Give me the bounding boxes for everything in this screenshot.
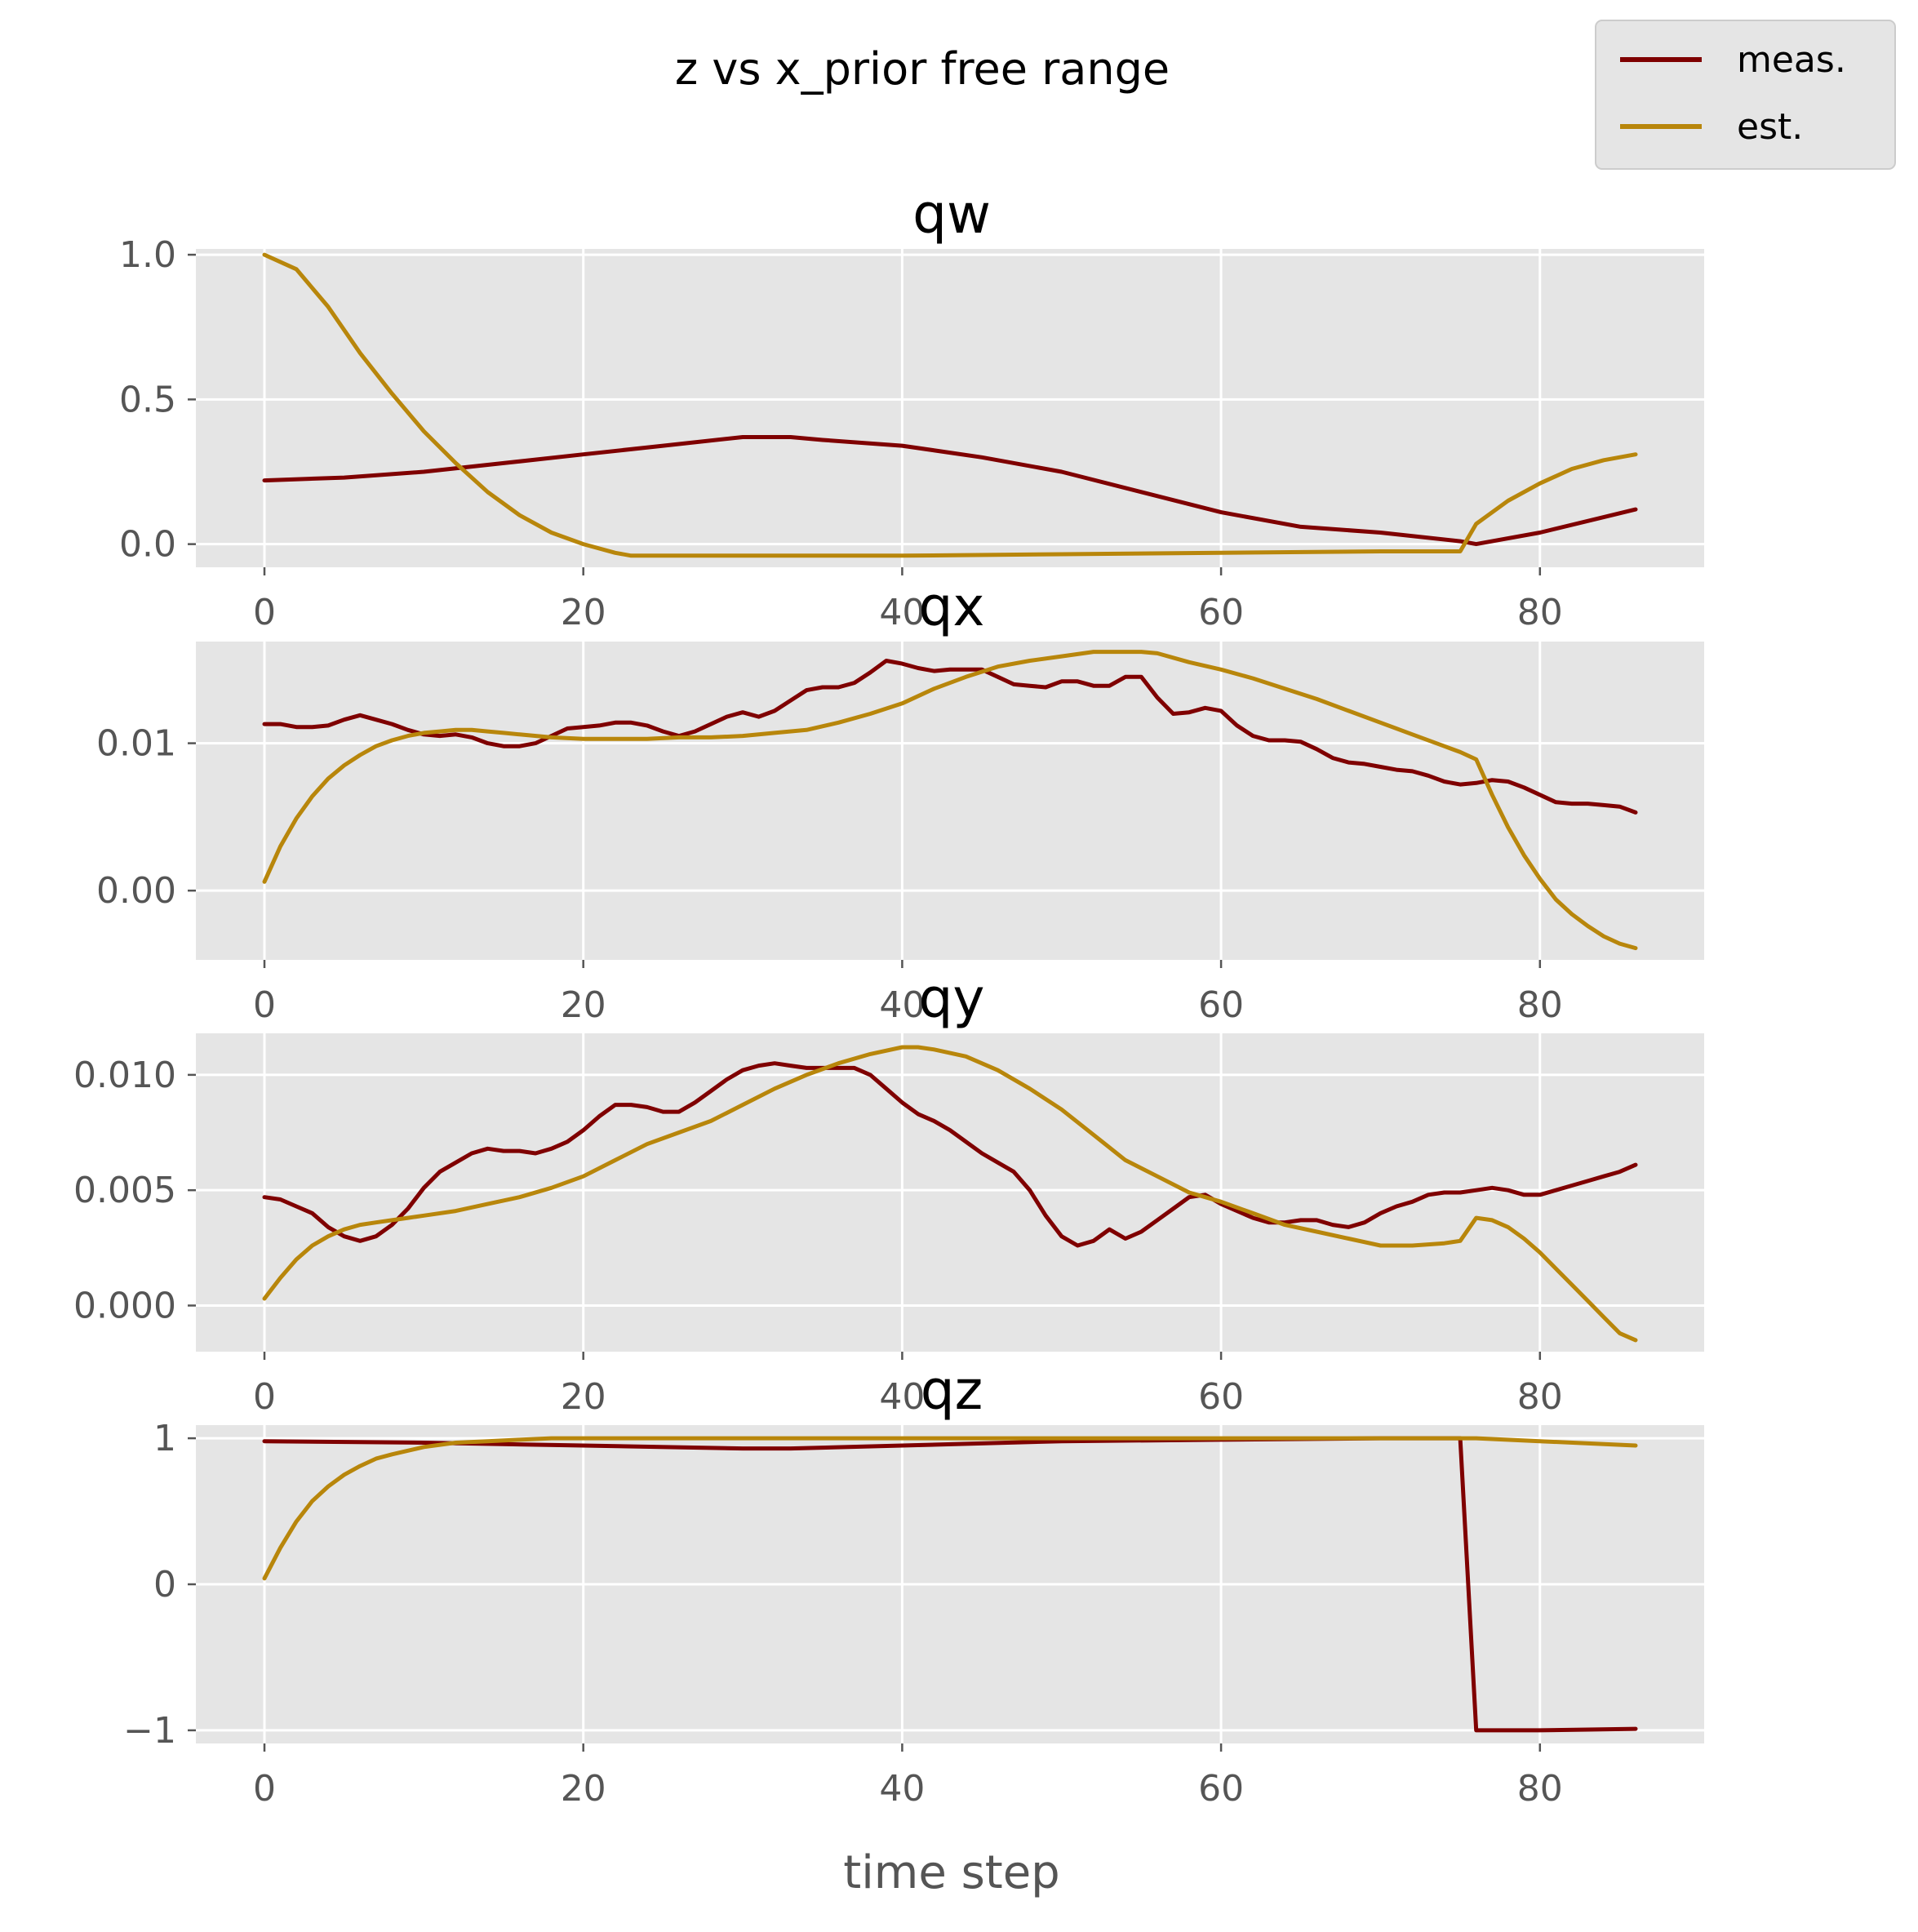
x-tick-label: 60 — [1198, 1768, 1244, 1810]
x-tick-label: 0 — [253, 1376, 276, 1418]
x-tick-label: 60 — [1198, 592, 1244, 633]
series-line-meas — [262, 435, 1638, 547]
x-tick-label: 20 — [561, 984, 606, 1026]
x-tick-label: 20 — [561, 592, 606, 633]
x-tick-label: 40 — [879, 1376, 925, 1418]
legend-label-est: est. — [1737, 106, 1803, 148]
series-line-meas — [262, 1436, 1638, 1733]
series-line-meas — [262, 1061, 1638, 1248]
y-tick-label: 0.010 — [73, 1055, 176, 1096]
x-tick-label: 60 — [1198, 1376, 1244, 1418]
subplot-title: qy — [919, 967, 985, 1030]
x-tick-label: 0 — [253, 984, 276, 1026]
y-tick-label: 0.01 — [96, 723, 176, 765]
y-tick-label: 0.005 — [73, 1170, 176, 1211]
y-tick-label: 0 — [153, 1564, 176, 1606]
x-tick-label: 20 — [561, 1376, 606, 1418]
series-line-est — [262, 252, 1638, 558]
subplot-title: qz — [921, 1359, 983, 1422]
plot-area — [196, 249, 1704, 567]
x-tick-label: 40 — [879, 592, 925, 633]
plot-area — [196, 642, 1704, 960]
legend-label-meas: meas. — [1737, 39, 1846, 81]
x-axis-label: time step — [843, 1846, 1059, 1899]
x-tick-label: 0 — [253, 1768, 276, 1810]
subplot-qw: 0 20 40 60 80 0.0 0.5 1.0 qw — [119, 183, 1704, 633]
legend: meas. est. — [1595, 20, 1896, 170]
y-tick-label: 1 — [153, 1418, 176, 1459]
series-line-est — [262, 650, 1638, 951]
x-tick-label: 80 — [1517, 984, 1563, 1026]
subplot-qy: 0 20 40 60 80 0.000 0.005 0.010 qy — [73, 967, 1704, 1418]
y-tick-label: 0.5 — [119, 379, 176, 420]
series-line-meas — [262, 659, 1638, 815]
x-tick-label: 40 — [879, 1768, 925, 1810]
y-tick-label: −1 — [123, 1710, 176, 1752]
y-tick-label: 0.0 — [119, 524, 176, 566]
x-tick-label: 80 — [1517, 1768, 1563, 1810]
x-tick-label: 60 — [1198, 984, 1244, 1026]
subplot-title: qx — [919, 575, 985, 638]
x-tick-label: 80 — [1517, 592, 1563, 633]
x-tick-label: 20 — [561, 1768, 606, 1810]
y-tick-label: 0.000 — [73, 1285, 176, 1326]
subplot-qx: 0 20 40 60 80 0.00 0.01 qx — [96, 575, 1704, 1026]
series-line-est — [262, 1436, 1638, 1581]
subplot-qz: 0 20 40 60 80 −1 0 1 qz — [123, 1359, 1704, 1810]
x-tick-label: 0 — [253, 592, 276, 633]
figure-title: z vs x_prior free range — [675, 43, 1170, 95]
subplot-title: qw — [912, 183, 991, 246]
y-tick-label: 0.00 — [96, 870, 176, 912]
x-tick-label: 80 — [1517, 1376, 1563, 1418]
y-tick-label: 1.0 — [119, 234, 176, 276]
series-line-est — [262, 1045, 1638, 1343]
x-tick-label: 40 — [879, 984, 925, 1026]
